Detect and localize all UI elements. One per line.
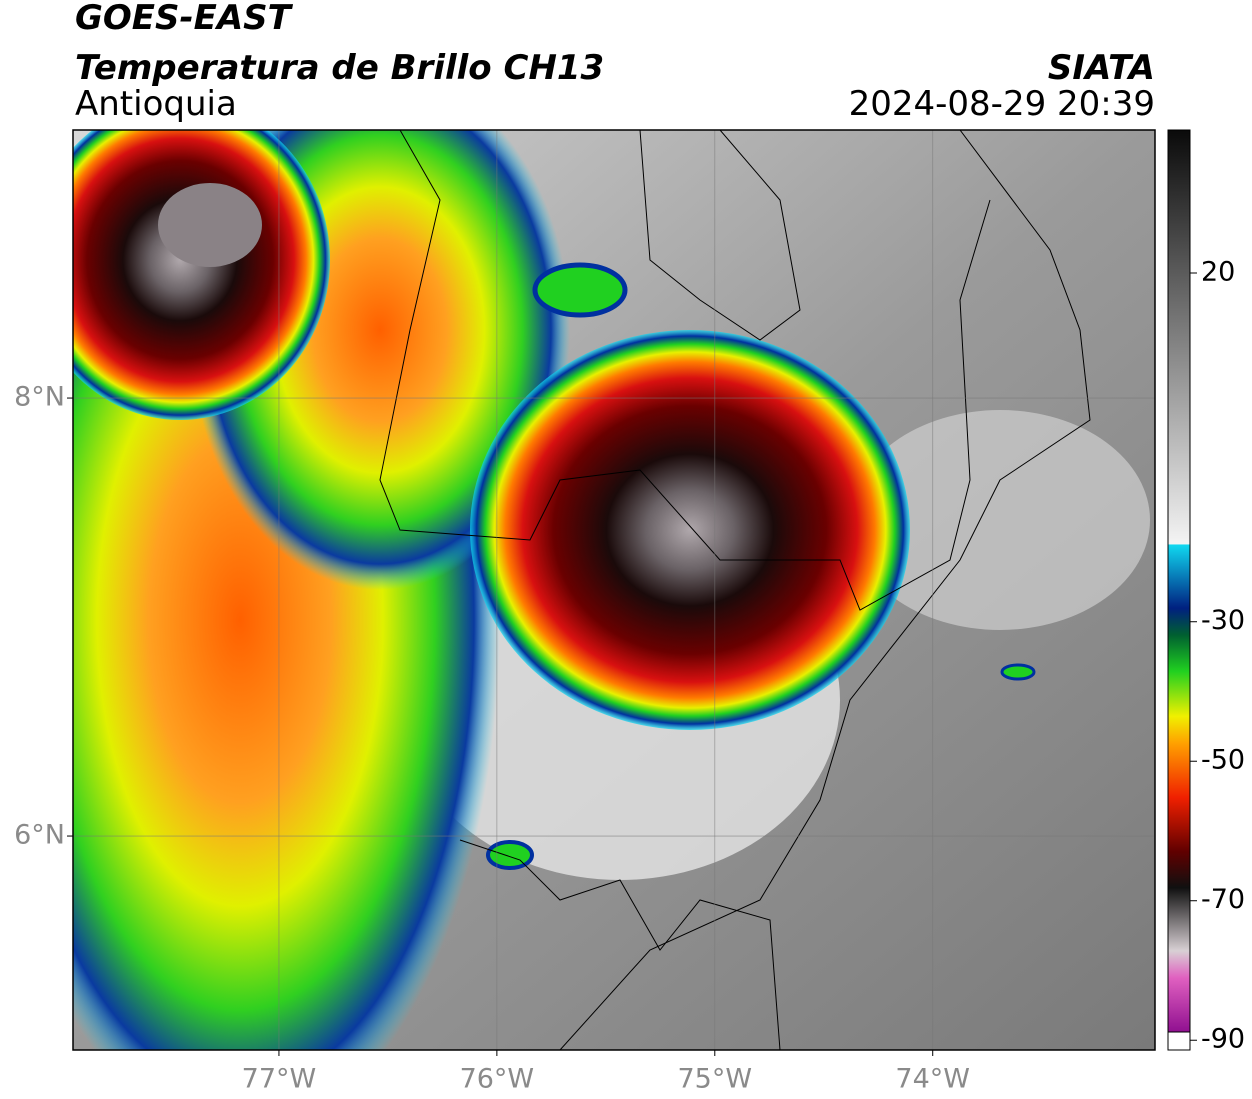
y-tick-label: 6°N <box>14 820 65 851</box>
colorbar-tick-label: -30 <box>1201 605 1245 636</box>
title: GOES-EAST <box>75 0 294 38</box>
colorbar-tick-label: -90 <box>1201 1024 1245 1055</box>
satellite-image <box>73 130 1155 1050</box>
source: SIATA <box>1048 48 1155 88</box>
colorbar-tick-label: 20 <box>1201 256 1235 287</box>
x-tick-label: 75°W <box>678 1064 753 1095</box>
colorbar-tick-label: -50 <box>1201 745 1245 776</box>
colorbar-tick-label: -70 <box>1201 884 1245 915</box>
x-tick-label: 74°W <box>895 1064 970 1095</box>
map-frame <box>72 129 1156 1051</box>
x-tick-label: 76°W <box>460 1064 535 1095</box>
colorbar-under <box>1167 1031 1191 1051</box>
x-tick-label: 77°W <box>242 1064 317 1095</box>
title: Temperatura de Brillo CH13 <box>75 48 604 88</box>
y-tick-label: 8°N <box>14 382 65 413</box>
colorbar <box>1167 129 1191 1033</box>
timestamp: 2024-08-29 20:39 <box>849 84 1155 124</box>
subtitle: Antioquia <box>75 84 237 124</box>
